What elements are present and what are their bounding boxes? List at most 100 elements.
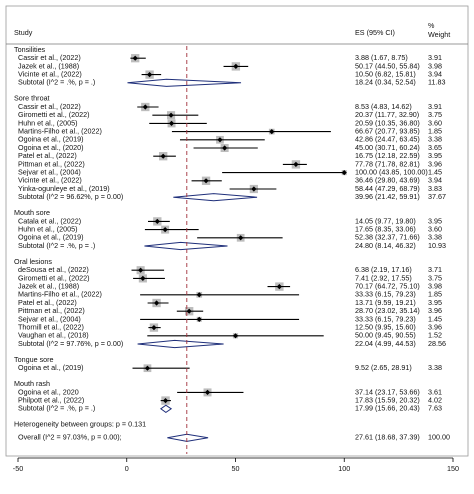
weight: 10.93 bbox=[428, 241, 446, 250]
point-estimate bbox=[341, 170, 347, 176]
study-name: Ogoina et al., 2020 bbox=[18, 387, 79, 396]
point-estimate bbox=[222, 145, 228, 151]
effect-size: 20.59 (10.35, 36.80) bbox=[355, 118, 420, 127]
effect-size: 77.78 (71.78, 82.81) bbox=[355, 159, 420, 168]
effect-size: 8.53 (4.83, 14.62) bbox=[355, 102, 412, 111]
point-estimate bbox=[160, 153, 166, 159]
weight: 3.60 bbox=[428, 225, 442, 234]
weight: 3.94 bbox=[428, 70, 442, 79]
weight: 3.96 bbox=[428, 306, 442, 315]
weight: 3.38 bbox=[428, 233, 442, 242]
point-estimate bbox=[132, 55, 138, 61]
effect-size: 24.80 (8.14, 46.32) bbox=[355, 241, 416, 250]
study-name: Girometti et al., (2022) bbox=[18, 110, 90, 119]
group-name: Mouth rash bbox=[14, 379, 50, 388]
study-name: Thornill et al., (2022) bbox=[18, 323, 84, 332]
study-name: Sejvar et al., (2004) bbox=[18, 168, 81, 177]
study-name: Huhn et al., (2005) bbox=[18, 118, 78, 127]
study-name: Jazek et al., (1988) bbox=[18, 282, 79, 291]
point-estimate bbox=[144, 365, 151, 371]
x-tick-label: 150 bbox=[447, 464, 459, 473]
effect-size: 33.33 (6.15, 79.23) bbox=[355, 290, 416, 299]
effect-size: 33.33 (6.15, 79.23) bbox=[355, 314, 416, 323]
group-name: Tongue sore bbox=[14, 355, 54, 364]
weight: 3.65 bbox=[428, 143, 442, 152]
study-name: Martins-Filho et al., (2022) bbox=[18, 127, 102, 136]
study-name: Huhn et al., (2005) bbox=[18, 225, 78, 234]
effect-size: 20.37 (11.77, 32.90) bbox=[355, 110, 419, 119]
study-name: Ogoina et al., (2019) bbox=[18, 233, 84, 242]
point-estimate bbox=[232, 333, 239, 339]
point-estimate bbox=[151, 325, 157, 331]
subtotal-label: Subtotal (I^2 = .%, p = .) bbox=[18, 241, 95, 250]
x-tick-label: 0 bbox=[125, 464, 129, 473]
point-estimate bbox=[162, 227, 168, 233]
study-name: Cassir et al., (2022) bbox=[18, 53, 81, 62]
weight: 3.91 bbox=[428, 102, 442, 111]
effect-size: 42.86 (24.47, 63.45) bbox=[355, 135, 420, 144]
effect-size: 13.71 (9.59, 19.21) bbox=[355, 298, 416, 307]
study-name: Vicinte et al., (2022) bbox=[18, 70, 82, 79]
pooled-diamond bbox=[144, 241, 228, 251]
weight: 3.71 bbox=[428, 265, 442, 274]
weight-header: % bbox=[428, 21, 435, 30]
weight-header: Weight bbox=[428, 30, 450, 39]
pooled-diamond bbox=[167, 433, 209, 442]
weight: 3.95 bbox=[428, 298, 442, 307]
weight: 3.98 bbox=[428, 282, 442, 291]
effect-size: 7.41 (2.92, 17.55) bbox=[355, 273, 412, 282]
point-estimate bbox=[186, 308, 192, 314]
weight: 28.56 bbox=[428, 339, 446, 348]
weight: 3.38 bbox=[428, 135, 442, 144]
weight: 11.83 bbox=[428, 78, 445, 87]
effect-size: 45.00 (30.71, 60.24) bbox=[355, 143, 420, 152]
study-name: Yinka-ogunleye et al., (2019) bbox=[18, 184, 110, 193]
point-estimate bbox=[276, 284, 282, 290]
effect-size: 18.24 (0.34, 52.54) bbox=[355, 78, 416, 87]
study-name: Philpott et al., (2022) bbox=[18, 396, 84, 405]
study-name: Pittman et al., (2022) bbox=[18, 306, 85, 315]
weight: 1.52 bbox=[428, 331, 442, 340]
effect-size: 36.46 (29.80, 43.69) bbox=[355, 176, 420, 185]
study-name: Sejvar et al., (2004) bbox=[18, 314, 81, 323]
subtotal-label: Overall (I^2 = 97.03%, p = 0.00); bbox=[18, 433, 122, 442]
study-name: Girometti et al., (2022) bbox=[18, 273, 90, 282]
point-estimate bbox=[146, 72, 153, 78]
point-estimate bbox=[196, 316, 202, 322]
point-estimate bbox=[142, 104, 148, 110]
point-estimate bbox=[238, 235, 244, 241]
weight: 3.75 bbox=[428, 110, 442, 119]
pooled-diamond bbox=[127, 78, 242, 87]
weight: 3.61 bbox=[428, 387, 442, 396]
study-name: Martins-Filho et al., (2022) bbox=[18, 290, 102, 299]
study-name: Jazek et al., (1988) bbox=[18, 61, 79, 70]
effect-size: 39.96 (21.42, 59.91) bbox=[355, 192, 420, 201]
point-estimate bbox=[153, 300, 160, 306]
weight: 1.45 bbox=[428, 314, 442, 323]
effect-size: 100.00 (43.85, 100.00) bbox=[355, 168, 428, 177]
point-estimate bbox=[217, 137, 223, 143]
weight: 1.85 bbox=[428, 290, 442, 299]
study-name: Vicinte et al., (2022) bbox=[18, 176, 82, 185]
weight: 1.85 bbox=[428, 127, 442, 136]
weight: 3.83 bbox=[428, 184, 442, 193]
weight: 37.67 bbox=[428, 192, 446, 201]
study-name: Catala et al., (2022) bbox=[18, 216, 81, 225]
study-name: Pittman et al., (2022) bbox=[18, 159, 85, 168]
effect-size: 10.50 (6.82, 15.81) bbox=[355, 70, 416, 79]
weight: 3.38 bbox=[428, 363, 442, 372]
panel-frame bbox=[5, 5, 469, 457]
point-estimate bbox=[269, 129, 275, 135]
weight: 3.91 bbox=[428, 53, 442, 62]
pooled-diamond bbox=[173, 193, 258, 202]
point-estimate bbox=[162, 398, 169, 404]
effect-size: 17.83 (15.59, 20.32) bbox=[355, 396, 420, 405]
effect-size: 50.17 (44.50, 55.84) bbox=[355, 61, 420, 70]
weight: 1.45 bbox=[428, 168, 442, 177]
effect-size: 58.44 (47.29, 68.79) bbox=[355, 184, 420, 193]
pooled-diamond bbox=[159, 404, 173, 414]
x-tick-label: -50 bbox=[13, 464, 23, 473]
es-header: ES (95% CI) bbox=[355, 28, 395, 37]
point-estimate bbox=[168, 120, 175, 126]
